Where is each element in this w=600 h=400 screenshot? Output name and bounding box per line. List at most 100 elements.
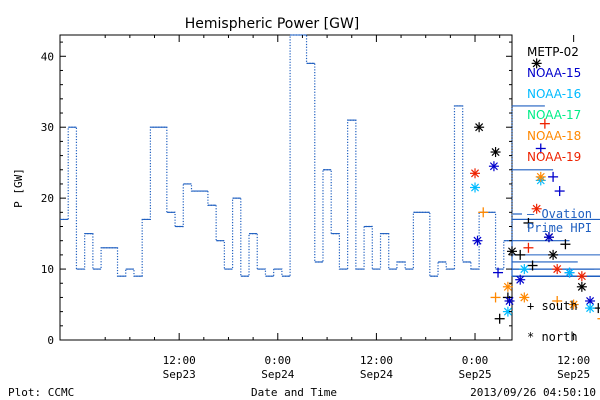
- legend-entry: NOAA-15: [527, 66, 581, 80]
- plot-credit: Plot: CCMC: [8, 386, 74, 399]
- x-tick-time-label: 12:00: [360, 354, 393, 367]
- x-tick-time-label: 12:00: [163, 354, 196, 367]
- south-plus-marker: [490, 292, 501, 303]
- north-star-marker: [470, 168, 481, 179]
- marker-stroke: [507, 247, 517, 256]
- x-axis: 12:00Sep230:00Sep2412:00Sep240:00Sep2512…: [104, 35, 590, 381]
- marker-stroke: [565, 268, 574, 277]
- marker-stroke: [470, 169, 480, 178]
- marker-key-north: * north: [527, 330, 578, 344]
- north-star-marker: [502, 281, 513, 292]
- north-star-marker: [472, 235, 483, 246]
- north-star-marker: [585, 303, 596, 314]
- north-star-marker: [576, 281, 587, 292]
- south-plus-marker: [560, 239, 571, 250]
- legend-entry: NOAA-19: [527, 150, 581, 164]
- marker-stroke: [536, 172, 545, 181]
- x-tick-date-label: Sep25: [458, 368, 491, 381]
- x-tick-date-label: Sep25: [557, 368, 590, 381]
- y-axis: 0 10 20 30 40: [41, 41, 512, 347]
- ovation-series-line: [60, 34, 513, 277]
- south-plus-marker: [554, 186, 565, 197]
- marker-stroke: [577, 272, 586, 281]
- south-plus-marker: [597, 318, 600, 320]
- marker-stroke: [586, 304, 595, 313]
- ovation-series-layer: [60, 34, 600, 277]
- marker-stroke: [532, 59, 541, 68]
- north-star-marker: [488, 161, 499, 172]
- north-star-marker: [531, 58, 542, 69]
- south-plus-marker: [494, 313, 505, 324]
- marker-stroke: [505, 296, 514, 306]
- marker-stroke: [520, 293, 529, 302]
- ovation-label-line1: — Ovation: [527, 207, 592, 221]
- x-tick-date-label: Sep24: [360, 368, 393, 381]
- south-plus-marker: [515, 249, 526, 260]
- plot-frame: [59, 34, 513, 341]
- north-star-marker: [548, 249, 559, 260]
- south-plus-marker: [539, 118, 550, 129]
- marker-stroke: [489, 162, 498, 171]
- marker-stroke: [520, 265, 529, 274]
- x-tick-time-label: 0:00: [462, 354, 489, 367]
- marker-stroke: [491, 148, 500, 157]
- south-plus-marker: [523, 217, 534, 228]
- ovation-label-line2: Prime HPI: [527, 221, 592, 235]
- marker-stroke: [475, 123, 484, 132]
- marker-stroke: [503, 307, 512, 316]
- north-star-marker: [504, 295, 515, 306]
- south-plus-marker: [552, 295, 563, 306]
- north-star-marker: [519, 292, 530, 303]
- south-plus-marker: [523, 242, 534, 253]
- x-tick-date-label: Sep23: [163, 368, 196, 381]
- x-tick-time-label: 0:00: [265, 354, 292, 367]
- marker-stroke: [470, 183, 480, 192]
- marker-stroke: [553, 265, 562, 274]
- y-axis-label: P [GW]: [12, 168, 25, 208]
- timestamp: 2013/09/26 04:50:10: [470, 386, 596, 399]
- y-tick-label: 20: [41, 192, 54, 205]
- marker-stroke: [473, 236, 482, 245]
- north-star-marker: [531, 203, 542, 214]
- north-star-marker: [543, 232, 554, 243]
- north-star-marker: [470, 182, 481, 193]
- north-star-marker: [552, 264, 563, 275]
- marker-stroke: [586, 296, 595, 306]
- north-star-marker: [568, 299, 579, 310]
- north-star-marker: [564, 267, 575, 278]
- x-tick-date-label: Sep24: [261, 368, 294, 381]
- legend-entry: NOAA-17: [527, 108, 581, 122]
- south-plus-marker: [535, 143, 546, 154]
- marker-stroke: [569, 300, 578, 309]
- legend-entry: METP-02: [527, 45, 579, 59]
- marker-stroke: [503, 282, 512, 291]
- legend-entry: NOAA-18: [527, 129, 581, 143]
- y-tick-label: 10: [41, 263, 54, 276]
- north-star-marker: [576, 271, 587, 282]
- marker-stroke: [516, 275, 525, 284]
- x-tick-time-label: 12:00: [557, 354, 590, 367]
- y-tick-label: 30: [41, 121, 54, 134]
- north-star-marker: [474, 122, 485, 133]
- marker-stroke: [549, 250, 558, 259]
- north-star-marker: [490, 147, 501, 158]
- south-plus-marker: [548, 171, 559, 182]
- y-tick-label: 0: [47, 334, 54, 347]
- y-tick-label: 40: [41, 50, 54, 63]
- marker-stroke: [577, 282, 586, 291]
- legend: METP-02 NOAA-15 NOAA-16 NOAA-17 NOAA-18 NOAA-…: [513, 45, 581, 215]
- marker-stroke: [532, 204, 541, 213]
- south-plus-marker: [478, 207, 489, 218]
- south-plus-marker: [493, 267, 504, 278]
- chart-title: Hemispheric Power [GW]: [185, 16, 360, 32]
- marker-stroke: [544, 233, 554, 242]
- north-star-marker: [535, 171, 546, 182]
- satellite-points-layer: [470, 58, 600, 324]
- marker-key-south: + south: [527, 299, 578, 313]
- south-plus-marker: [527, 260, 538, 271]
- north-star-marker: [515, 274, 526, 285]
- x-axis-label: Date and Time: [251, 386, 337, 399]
- north-star-marker: [519, 264, 530, 275]
- legend-entry: NOAA-16: [527, 87, 581, 101]
